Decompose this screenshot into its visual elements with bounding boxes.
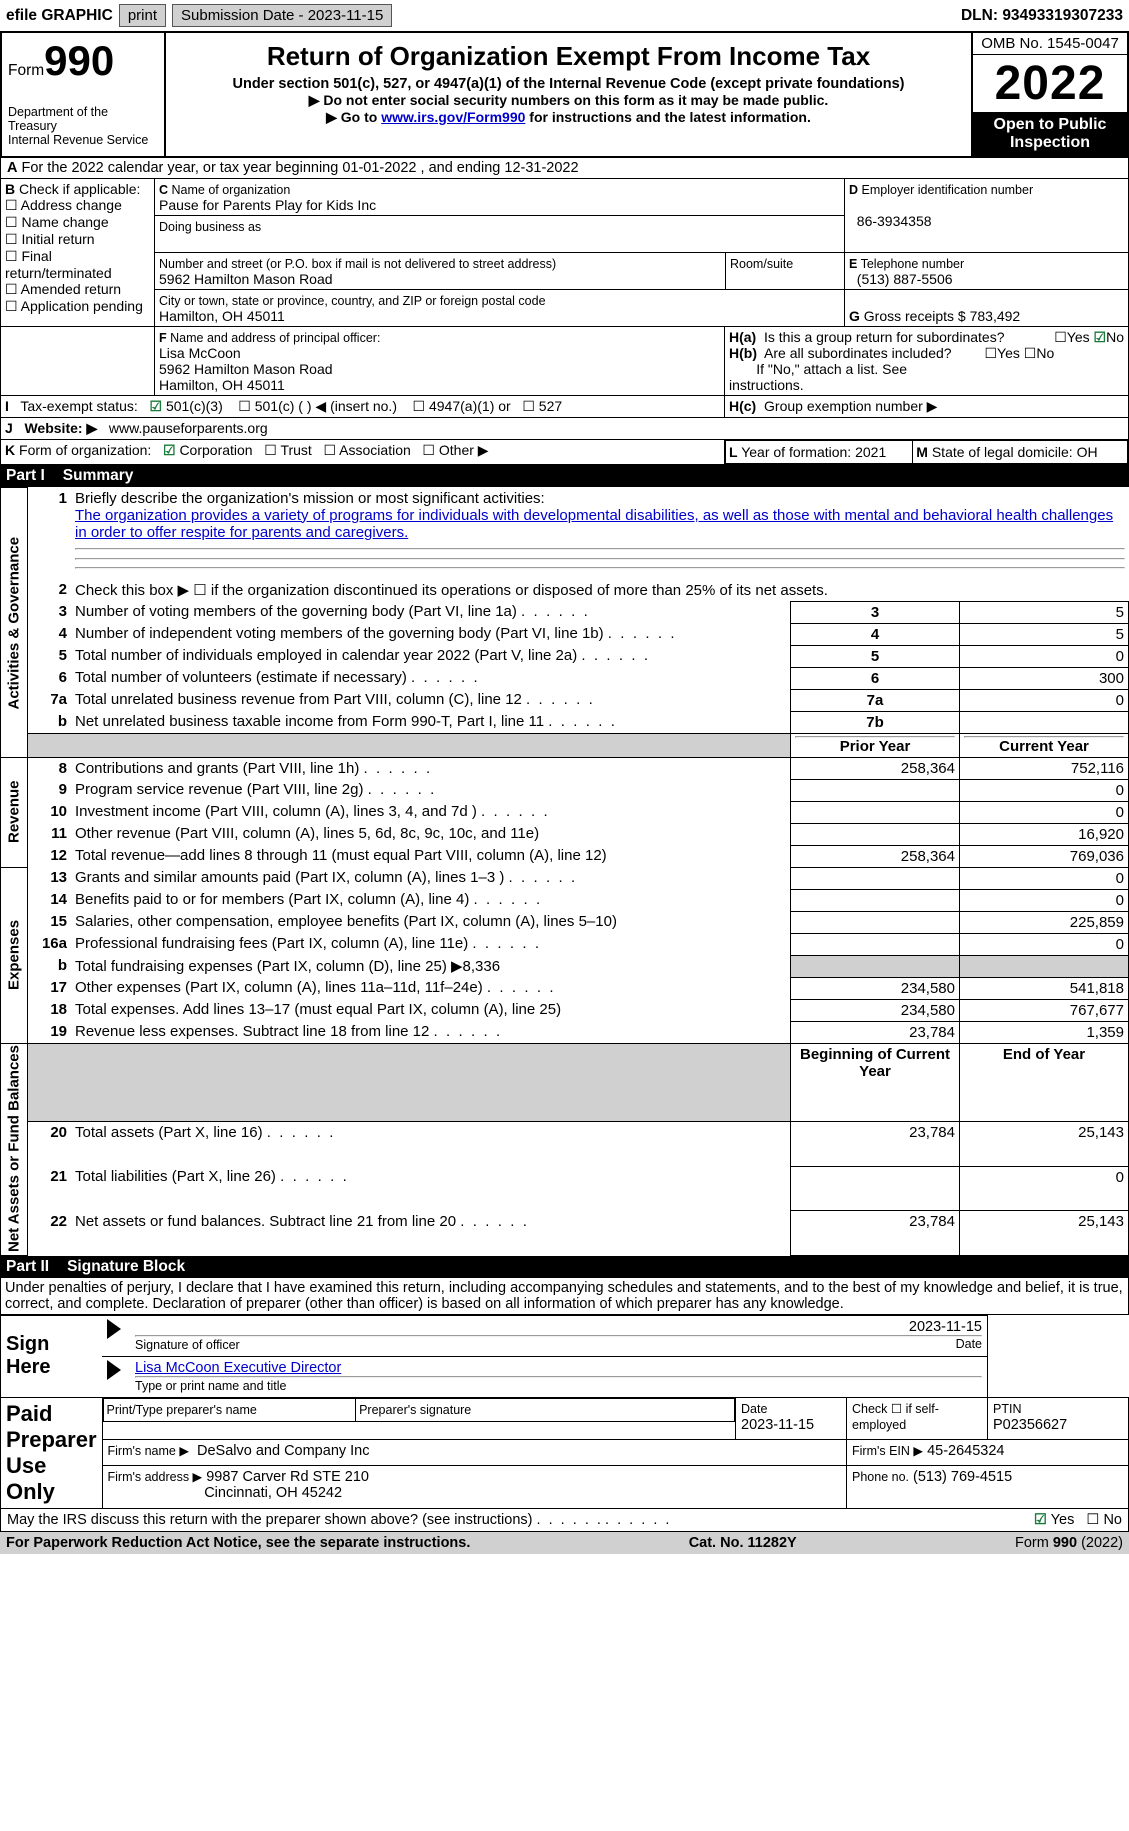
- row-3: 3Number of voting members of the governi…: [1, 601, 1129, 623]
- dept-treasury: Department of the Treasury: [8, 105, 158, 133]
- part2-header: Part II Signature Block: [0, 1256, 1129, 1278]
- activities-governance-label: Activities & Governance: [1, 488, 28, 758]
- revenue-label: Revenue: [1, 757, 28, 867]
- gross-receipts: 783,492: [970, 308, 1021, 324]
- paid-preparer-label: Paid Preparer Use Only: [1, 1397, 103, 1508]
- tax-year: 2022: [995, 57, 1106, 110]
- cb-amended[interactable]: ☐ Amended return: [5, 281, 121, 297]
- cb-app-pending[interactable]: ☐ Application pending: [5, 298, 143, 314]
- form-number: 990: [44, 37, 114, 84]
- sign-here-label: Sign Here: [1, 1315, 103, 1397]
- form-header: Form990 Department of the Treasury Inter…: [0, 31, 1129, 158]
- form-word: Form: [8, 62, 44, 79]
- cb-final-return[interactable]: ☐ Final return/terminated: [5, 248, 112, 281]
- topbar: efile GRAPHIC print Submission Date - 20…: [0, 0, 1129, 31]
- irs-label: Internal Revenue Service: [8, 133, 158, 147]
- goto-link-line: ▶ Go to www.irs.gov/Form990 for instruct…: [170, 109, 967, 126]
- mission-text: The organization provides a variety of p…: [75, 507, 1113, 541]
- phone: (513) 887-5506: [857, 271, 953, 287]
- form-subtitle: Under section 501(c), 527, or 4947(a)(1)…: [170, 76, 967, 92]
- part1-header: Part I Summary: [0, 465, 1129, 487]
- part1-table: Activities & Governance 1 Briefly descri…: [0, 487, 1129, 1256]
- perjury-declaration: Under penalties of perjury, I declare th…: [0, 1278, 1129, 1315]
- org-name: Pause for Parents Play for Kids Inc: [159, 197, 376, 213]
- expenses-label: Expenses: [1, 867, 28, 1043]
- line-a: A For the 2022 calendar year, or tax yea…: [0, 158, 1129, 178]
- arrow-icon: [107, 1360, 121, 1380]
- submission-date: Submission Date - 2023-11-15: [172, 4, 392, 27]
- cb-name-change[interactable]: ☐ Name change: [5, 214, 109, 230]
- may-irs-discuss: May the IRS discuss this return with the…: [0, 1509, 1129, 1532]
- footer: For Paperwork Reduction Act Notice, see …: [0, 1532, 1129, 1554]
- street-address: 5962 Hamilton Mason Road: [159, 271, 333, 287]
- print-button[interactable]: print: [119, 4, 166, 27]
- irs-link[interactable]: www.irs.gov/Form990: [381, 109, 525, 125]
- ssn-warning: ▶ Do not enter social security numbers o…: [170, 92, 967, 109]
- officer-name: Lisa McCoon: [159, 345, 241, 361]
- city-state-zip: Hamilton, OH 45011: [159, 308, 285, 324]
- entity-block: B Check if applicable: ☐ Address change …: [0, 178, 1129, 327]
- ein: 86-3934358: [857, 213, 932, 229]
- row-7a: 7aTotal unrelated business revenue from …: [1, 689, 1129, 711]
- omb-number: OMB No. 1545-0047: [972, 32, 1128, 55]
- form-title: Return of Organization Exempt From Incom…: [170, 37, 967, 76]
- cb-initial-return[interactable]: ☐ Initial return: [5, 231, 95, 247]
- efile-label: efile GRAPHIC: [6, 7, 113, 25]
- row-5: 5Total number of individuals employed in…: [1, 645, 1129, 667]
- officer-block: F Name and address of principal officer:…: [0, 327, 1129, 465]
- row-4: 4Number of independent voting members of…: [1, 623, 1129, 645]
- signature-table: Sign Here 2023-11-15 Signature of office…: [0, 1315, 1129, 1509]
- website-url: www.pauseforparents.org: [109, 420, 268, 436]
- cb-address-change[interactable]: ☐ Address change: [5, 197, 122, 213]
- net-assets-label: Net Assets or Fund Balances: [1, 1043, 28, 1255]
- row-6: 6Total number of volunteers (estimate if…: [1, 667, 1129, 689]
- arrow-icon: [107, 1319, 121, 1339]
- dln: DLN: 93493319307233: [961, 7, 1123, 25]
- open-to-public: Open to Public Inspection: [972, 112, 1128, 157]
- row-7b: bNet unrelated business taxable income f…: [1, 711, 1129, 733]
- officer-signature: Lisa McCoon Executive Director: [135, 1360, 341, 1376]
